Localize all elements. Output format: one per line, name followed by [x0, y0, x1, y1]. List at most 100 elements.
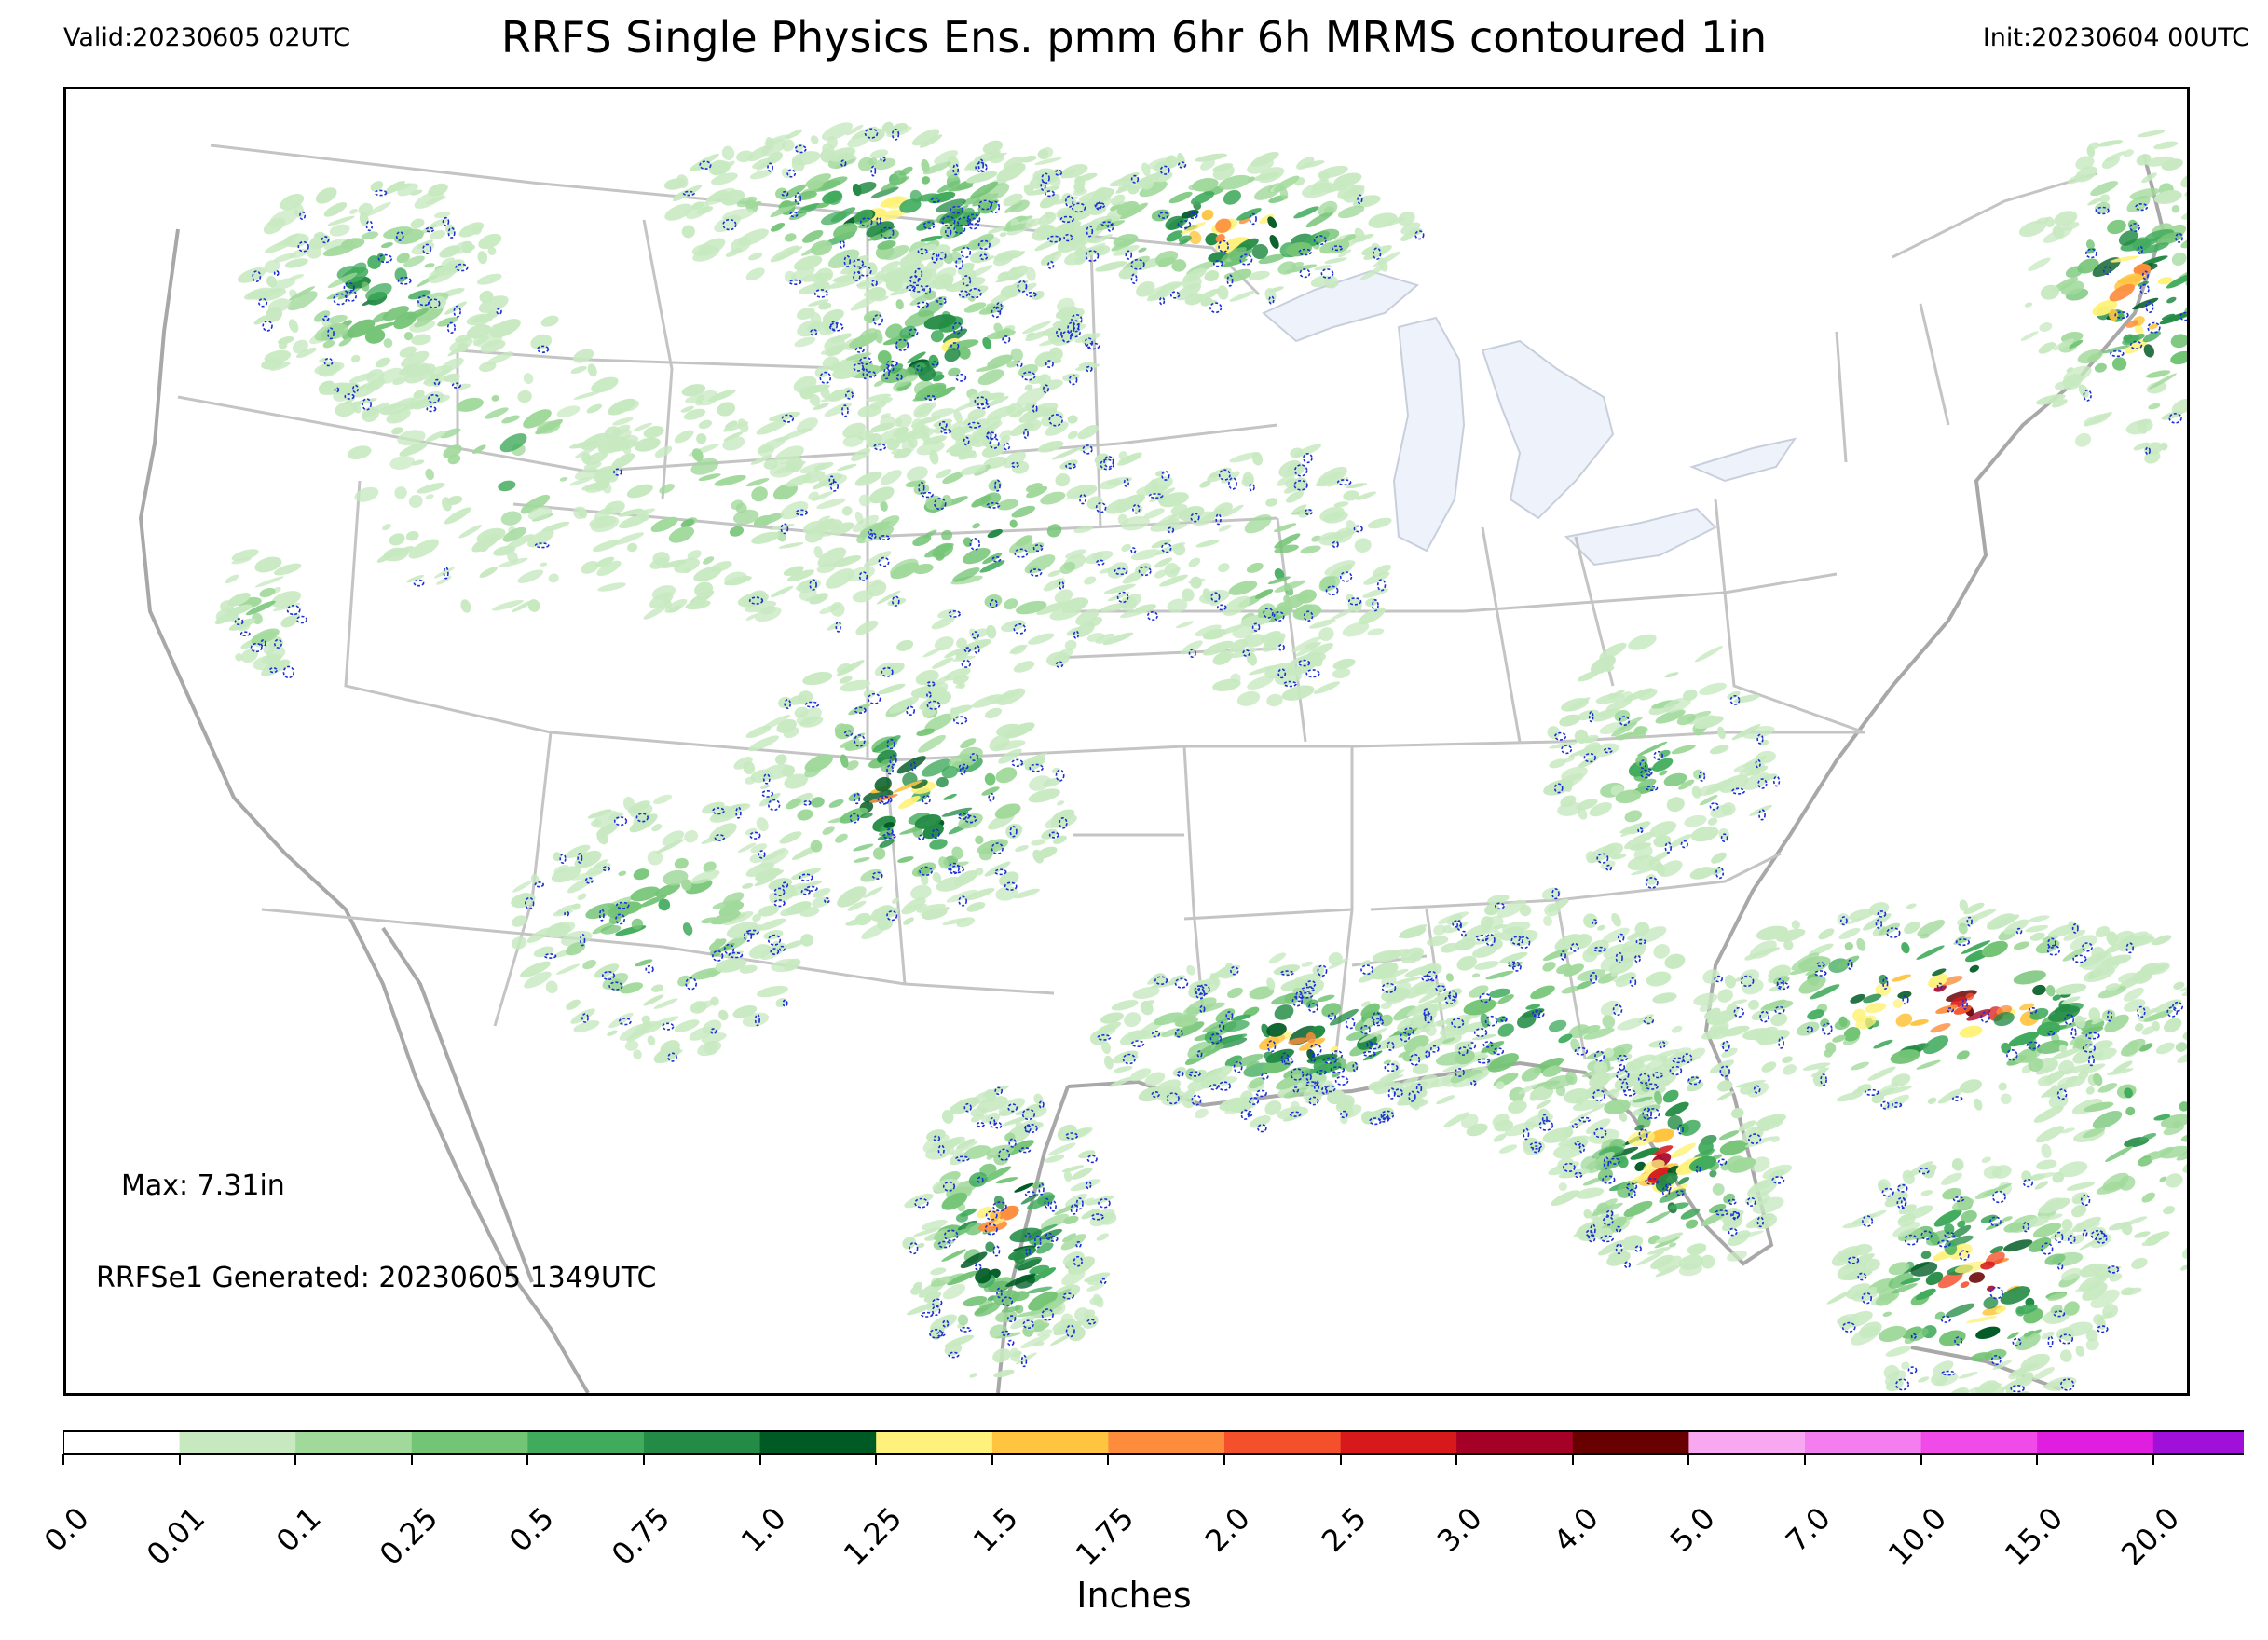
precip-cell — [840, 754, 849, 768]
precip-cell — [2170, 350, 2187, 365]
precip-cell — [403, 331, 414, 341]
precip-cell — [1436, 1095, 1455, 1105]
precip-cell — [1317, 466, 1347, 487]
precip-cell — [904, 1193, 934, 1209]
precip-cell — [2180, 171, 2187, 188]
precip-cell — [933, 418, 952, 428]
precip-cell — [1342, 189, 1360, 203]
precip-cell — [722, 436, 745, 451]
colorbar-tick-mark — [410, 1454, 413, 1465]
precip-cell — [1099, 567, 1114, 574]
mrms-contour — [1334, 1075, 1349, 1086]
precip-cell — [987, 354, 1013, 369]
precip-cell — [711, 172, 738, 185]
precip-cell — [587, 363, 597, 377]
precip-cell — [680, 405, 694, 413]
colorbar-segment — [644, 1431, 761, 1454]
precip-cell — [1298, 509, 1310, 518]
precip-cell — [811, 797, 825, 808]
precip-cell — [1111, 194, 1126, 206]
colorbar-segment — [1688, 1431, 1806, 1454]
precip-cell — [817, 515, 831, 523]
precip-cell — [951, 244, 971, 252]
precip-cell — [453, 240, 473, 254]
precip-cell — [2024, 302, 2033, 308]
precip-cell — [294, 202, 305, 218]
precip-cell — [776, 718, 797, 733]
precip-cell — [1049, 605, 1082, 621]
precip-cell — [1031, 839, 1046, 846]
precip-cell — [1141, 162, 1151, 177]
precip-cell — [861, 922, 889, 940]
precip-cell — [1086, 633, 1105, 642]
precip-cell — [595, 556, 615, 567]
precip-cell — [512, 881, 532, 893]
precip-cell — [1266, 693, 1283, 707]
precip-cell — [1885, 1346, 1912, 1357]
precip-cell — [2125, 1106, 2136, 1116]
precip-cell — [458, 525, 483, 539]
precip-cell — [2003, 1239, 2033, 1252]
precip-cell — [1023, 184, 1034, 196]
precip-cell — [365, 377, 386, 392]
precip-cell — [1195, 540, 1220, 548]
precip-cell — [1551, 1190, 1580, 1206]
precip-cell — [744, 600, 777, 613]
precip-cell — [1051, 446, 1083, 460]
precip-cell — [948, 184, 973, 192]
mrms-contour — [2070, 1027, 2077, 1039]
precip-cell — [832, 555, 862, 567]
precip-cell — [2111, 357, 2127, 371]
precip-cell — [1038, 212, 1057, 226]
precip-cell — [880, 415, 896, 430]
precip-cell — [933, 374, 945, 382]
precip-cell — [775, 436, 790, 443]
precip-cell — [790, 868, 822, 880]
precip-cell — [1850, 993, 1865, 1004]
precip-cell — [975, 868, 984, 876]
precip-cell — [499, 433, 527, 453]
precip-cell — [1060, 168, 1076, 179]
precip-cell — [1260, 631, 1281, 643]
precip-cell — [1113, 244, 1140, 256]
colorbar-tick-label: 1.25 — [836, 1500, 909, 1573]
precip-cell — [1877, 1179, 1891, 1193]
precip-cell — [921, 758, 952, 777]
precip-cell — [975, 835, 984, 845]
precip-cell — [2045, 985, 2056, 997]
precip-cell — [979, 183, 1010, 203]
precip-cell — [354, 486, 379, 502]
precip-cell — [882, 437, 895, 445]
precip-cell — [1873, 1039, 1893, 1049]
precip-cell — [338, 337, 352, 347]
precip-cell — [1036, 601, 1068, 615]
precip-cell — [597, 436, 629, 454]
precip-cell — [1176, 283, 1201, 301]
precip-cell — [411, 241, 435, 255]
precip-cell — [825, 568, 854, 589]
precip-cell — [674, 557, 701, 573]
precip-cell — [958, 450, 977, 460]
precip-cell — [950, 421, 969, 437]
precip-cell — [911, 779, 928, 789]
precip-cell — [288, 286, 316, 301]
precip-cell — [1037, 148, 1049, 159]
precip-cell — [1909, 1018, 1929, 1026]
precip-cell — [1493, 1072, 1519, 1087]
precip-cell — [386, 408, 411, 424]
precip-cell — [903, 917, 914, 925]
precip-cell — [1037, 441, 1064, 453]
precip-cell — [895, 374, 919, 388]
precip-cell — [1007, 164, 1017, 172]
precip-cell — [1930, 1023, 1951, 1033]
precip-cell — [969, 1373, 978, 1378]
precip-cell — [1028, 376, 1047, 384]
precip-cell — [879, 839, 895, 849]
precip-cell — [775, 997, 786, 1008]
precip-cell — [1242, 472, 1254, 485]
colorbar-segment — [2152, 1431, 2244, 1454]
precip-cell — [974, 150, 1001, 161]
precip-cell — [942, 472, 964, 485]
precip-cell — [1712, 1183, 1725, 1196]
precip-cell — [764, 792, 781, 803]
